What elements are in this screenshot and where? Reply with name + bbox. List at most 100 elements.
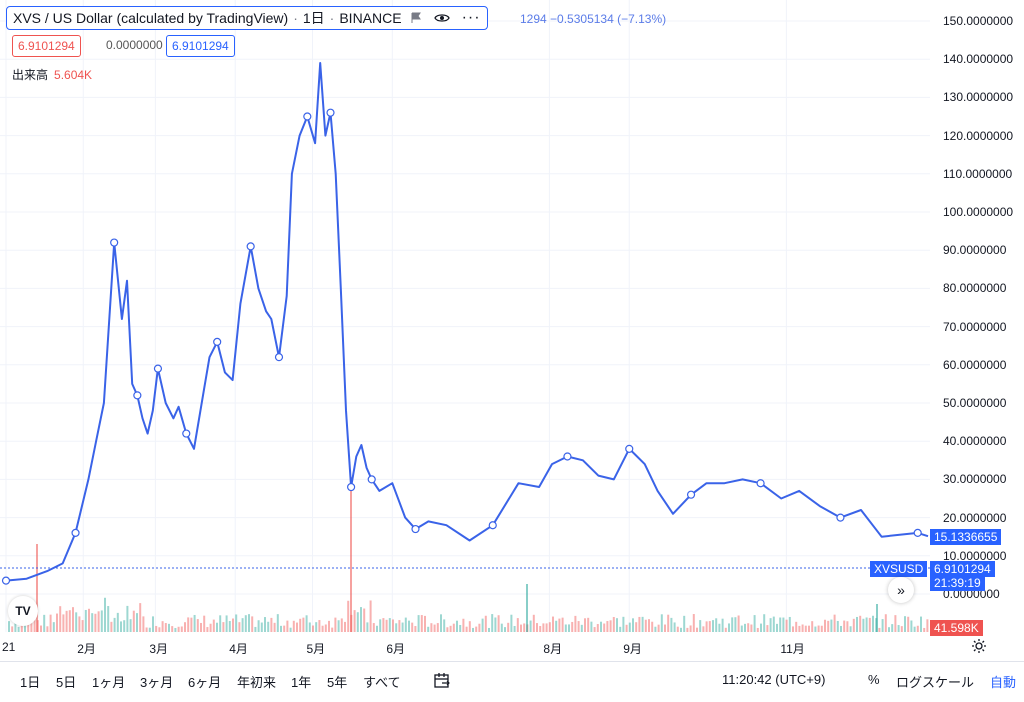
volume-bar bbox=[600, 621, 602, 632]
x-tick-label: 3月 bbox=[149, 642, 169, 656]
timeframe-button[interactable]: 1年 bbox=[291, 675, 312, 690]
volume-bar bbox=[190, 617, 193, 632]
volume-bar bbox=[350, 477, 352, 632]
volume-bar bbox=[513, 625, 516, 632]
volume-bar bbox=[673, 622, 676, 632]
x-tick-label: 8月 bbox=[543, 642, 563, 656]
volume-bar bbox=[488, 627, 490, 632]
x-tick-label: 21 bbox=[2, 640, 16, 654]
more-icon[interactable]: ··· bbox=[461, 9, 481, 26]
volume-bar bbox=[593, 627, 596, 632]
volume-bar bbox=[446, 627, 449, 632]
x-tick-label: 4月 bbox=[229, 642, 248, 656]
volume-bar bbox=[449, 625, 452, 632]
volume-bar bbox=[286, 620, 289, 632]
symbol-title[interactable]: XVS / US Dollar (calculated by TradingVi… bbox=[13, 10, 289, 26]
volume-bar bbox=[584, 618, 586, 632]
timeframe-button[interactable]: 5日 bbox=[56, 675, 77, 690]
volume-bar bbox=[916, 625, 919, 632]
grid-lines bbox=[0, 0, 930, 632]
tradingview-logo-icon[interactable]: TV bbox=[8, 596, 38, 626]
volume-bar bbox=[756, 627, 759, 632]
volume-bar bbox=[30, 621, 33, 632]
volume-bar bbox=[14, 621, 17, 632]
volume-bar bbox=[433, 624, 436, 632]
volume-bar bbox=[129, 619, 132, 632]
volume-bar bbox=[577, 621, 580, 632]
timeframe-button[interactable]: すべて bbox=[363, 675, 401, 690]
volume-bar bbox=[776, 623, 778, 632]
timeframe-button[interactable]: 3ヶ月 bbox=[140, 675, 174, 690]
volume-bar bbox=[555, 620, 558, 632]
volume-bar bbox=[168, 623, 170, 632]
y-tick-label: 60.0000000 bbox=[943, 357, 1007, 372]
timeframe-button[interactable]: 1日 bbox=[20, 675, 41, 690]
flag-icon[interactable] bbox=[410, 12, 422, 24]
volume-bar bbox=[481, 618, 484, 632]
log-scale-toggle[interactable]: ログスケール bbox=[896, 675, 975, 690]
volume-bar bbox=[11, 626, 14, 632]
price-point-marker bbox=[367, 475, 376, 484]
volume-bar bbox=[411, 622, 414, 632]
volume-bar bbox=[561, 617, 564, 632]
timeframe-button[interactable]: 5年 bbox=[327, 675, 348, 690]
volume-label: 出来高 bbox=[12, 68, 49, 82]
volume-bar bbox=[760, 623, 762, 632]
volume-bar bbox=[814, 626, 817, 632]
volume-bar bbox=[241, 618, 244, 632]
percent-toggle[interactable]: % bbox=[868, 672, 880, 687]
volume-bar bbox=[552, 616, 554, 632]
scroll-right-icon[interactable]: » bbox=[888, 577, 914, 603]
volume-bar bbox=[36, 544, 38, 632]
timeframe-button[interactable]: 1ヶ月 bbox=[92, 675, 126, 690]
volume-bar bbox=[737, 615, 740, 632]
volume-bar bbox=[824, 619, 826, 632]
y-tick-label: 110.0000000 bbox=[943, 166, 1013, 181]
volume-bar bbox=[52, 622, 55, 632]
volume-bar bbox=[635, 622, 638, 632]
y-tick-label: 20.0000000 bbox=[943, 510, 1007, 525]
volume-bar bbox=[712, 620, 714, 632]
interval-label[interactable]: 1日 bbox=[302, 10, 325, 26]
volume-legend[interactable]: 出来高 5.604K bbox=[12, 66, 92, 83]
volume-bar bbox=[648, 619, 650, 632]
volume-bar bbox=[660, 614, 663, 632]
volume-bar bbox=[820, 625, 823, 632]
volume-bar bbox=[414, 626, 417, 632]
calendar-range-icon[interactable] bbox=[433, 672, 451, 690]
volume-bar bbox=[680, 627, 682, 632]
volume-bar bbox=[472, 627, 474, 632]
volume-bar bbox=[347, 600, 350, 632]
auto-scale-toggle[interactable]: 自動 bbox=[990, 675, 1017, 690]
symbol-legend[interactable]: XVS / US Dollar (calculated by TradingVi… bbox=[6, 6, 488, 30]
volume-bar bbox=[670, 617, 673, 632]
settings-icon[interactable] bbox=[971, 638, 987, 654]
clock-label[interactable]: 11:20:42 (UTC+9) bbox=[722, 672, 826, 687]
eye-icon[interactable] bbox=[433, 12, 450, 24]
y-tick-label: 100.0000000 bbox=[943, 205, 1014, 219]
last-price-tag: 15.1336655 bbox=[930, 529, 1002, 545]
volume-bars bbox=[8, 477, 929, 632]
volume-bar bbox=[177, 626, 180, 632]
price-point-marker bbox=[303, 112, 312, 121]
y-tick-label: 80.0000000 bbox=[943, 281, 1007, 296]
volume-bar bbox=[235, 614, 238, 632]
volume-bar bbox=[356, 612, 359, 632]
volume-bar bbox=[27, 618, 30, 632]
timeframe-button[interactable]: 年初来 bbox=[237, 675, 277, 690]
volume-bar bbox=[254, 626, 257, 632]
volume-bar bbox=[692, 614, 695, 632]
volume-bar bbox=[545, 623, 548, 632]
y-tick-label: 140.0000000 bbox=[943, 52, 1014, 67]
volume-bar bbox=[558, 618, 561, 632]
price-point-marker bbox=[1, 576, 11, 585]
volume-bar bbox=[8, 621, 10, 632]
volume-bar bbox=[251, 616, 254, 632]
volume-bar bbox=[427, 626, 430, 632]
volume-bar bbox=[852, 618, 855, 632]
price-markers bbox=[1, 108, 922, 585]
volume-bar bbox=[744, 623, 746, 632]
timeframe-button[interactable]: 6ヶ月 bbox=[188, 675, 222, 690]
separator: · bbox=[329, 10, 335, 26]
price-point-marker bbox=[411, 524, 420, 534]
